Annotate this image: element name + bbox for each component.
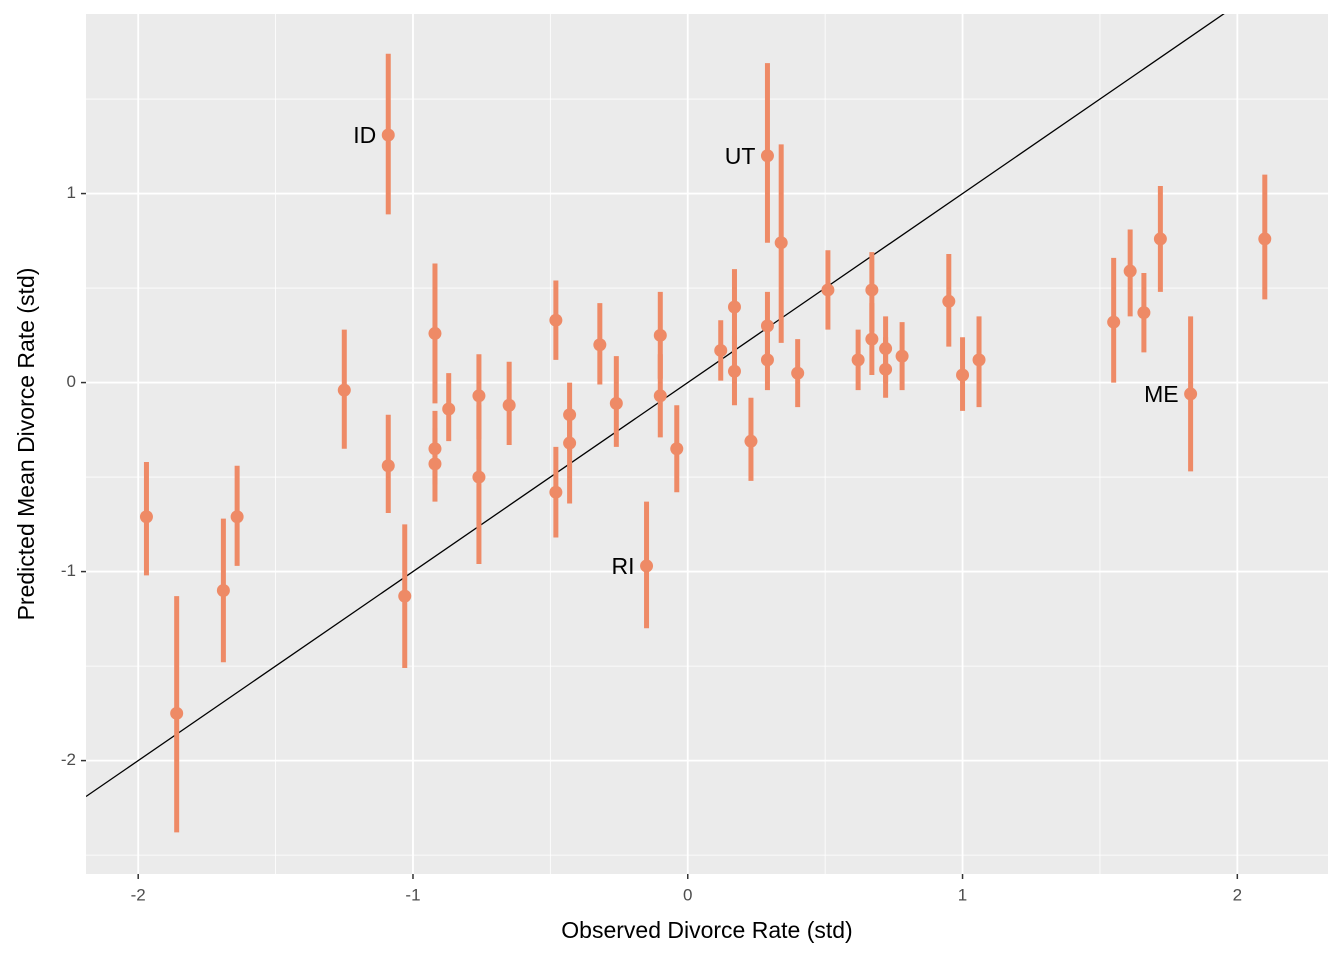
point xyxy=(727,364,741,378)
point xyxy=(170,706,184,720)
point xyxy=(1107,315,1121,329)
point xyxy=(1258,232,1272,246)
point xyxy=(760,319,774,333)
x-tick-label: 1 xyxy=(958,885,967,904)
point xyxy=(851,353,865,367)
point xyxy=(1123,264,1137,278)
point xyxy=(609,396,623,410)
point xyxy=(791,366,805,380)
point xyxy=(549,485,563,499)
x-tick-label: -1 xyxy=(405,885,420,904)
point xyxy=(139,510,153,524)
point xyxy=(942,294,956,308)
point xyxy=(760,149,774,163)
point xyxy=(337,383,351,397)
point xyxy=(865,332,879,346)
x-axis-title: Observed Divorce Rate (std) xyxy=(561,917,852,943)
point xyxy=(865,283,879,297)
point xyxy=(879,342,893,356)
y-tick-label: 1 xyxy=(67,183,76,202)
point xyxy=(879,362,893,376)
point xyxy=(670,442,684,456)
x-tick-label: 0 xyxy=(683,885,692,904)
point xyxy=(593,338,607,352)
point xyxy=(472,389,486,403)
point xyxy=(760,353,774,367)
point-label: RI xyxy=(612,553,635,579)
y-tick-label: 0 xyxy=(67,372,76,391)
point xyxy=(428,457,442,471)
point xyxy=(956,368,970,382)
point xyxy=(428,326,442,340)
point xyxy=(821,283,835,297)
point-label: ID xyxy=(353,122,376,148)
point xyxy=(640,559,654,573)
point xyxy=(230,510,244,524)
point xyxy=(714,343,728,357)
point xyxy=(1137,306,1151,320)
point xyxy=(442,402,456,416)
point xyxy=(744,434,758,448)
reference-line xyxy=(86,14,1225,798)
point-label: UT xyxy=(725,143,756,169)
y-tick-label: -1 xyxy=(61,561,76,580)
point xyxy=(972,353,986,367)
point xyxy=(1153,232,1167,246)
point xyxy=(563,436,577,450)
point xyxy=(774,236,788,250)
point xyxy=(563,408,577,422)
y-axis-title: Predicted Mean Divorce Rate (std) xyxy=(13,268,39,621)
panel xyxy=(86,14,1328,874)
point xyxy=(428,442,442,456)
point xyxy=(727,300,741,314)
point xyxy=(653,389,667,403)
point xyxy=(1184,387,1198,401)
plot-area: ID RI UT ME xyxy=(86,14,1272,833)
point xyxy=(895,349,909,363)
x-tick-label: -2 xyxy=(131,885,146,904)
point xyxy=(381,128,395,142)
point xyxy=(216,583,230,597)
point xyxy=(502,398,516,412)
point xyxy=(653,328,667,342)
x-tick-label: 2 xyxy=(1233,885,1242,904)
point-label: ME xyxy=(1144,381,1179,407)
point xyxy=(381,459,395,473)
point xyxy=(398,589,412,603)
point xyxy=(472,470,486,484)
y-tick-label: -2 xyxy=(61,750,76,769)
point xyxy=(549,313,563,327)
